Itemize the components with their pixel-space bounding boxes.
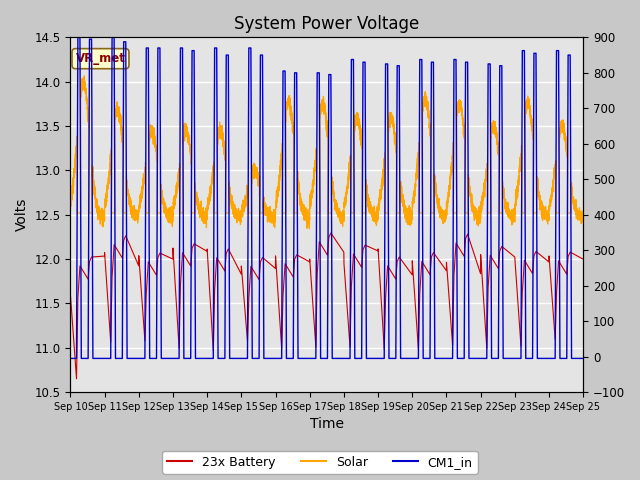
- Title: System Power Voltage: System Power Voltage: [234, 15, 419, 33]
- Text: VR_met: VR_met: [76, 52, 125, 65]
- X-axis label: Time: Time: [310, 418, 344, 432]
- Legend: 23x Battery, Solar, CM1_in: 23x Battery, Solar, CM1_in: [163, 451, 477, 474]
- Y-axis label: Volts: Volts: [15, 198, 29, 231]
